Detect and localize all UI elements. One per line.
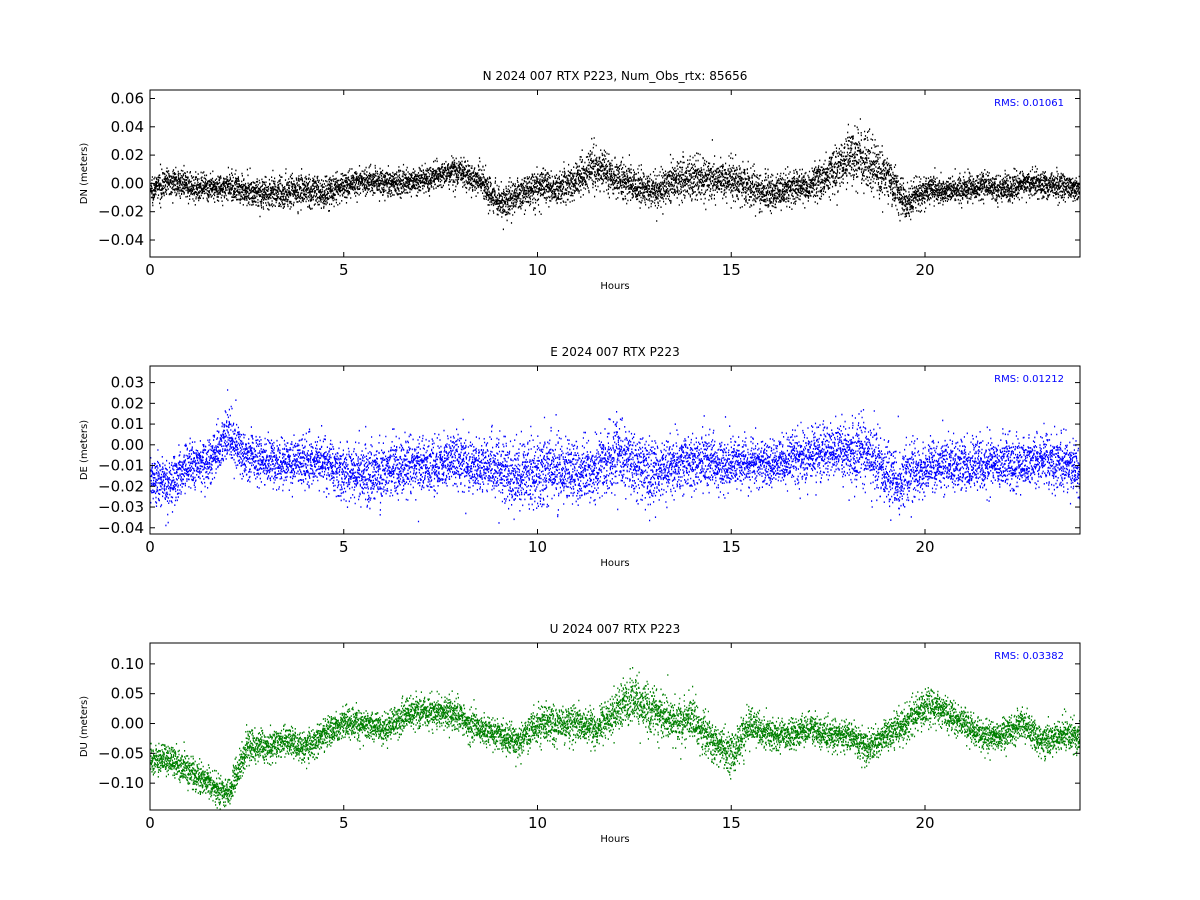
y-tick-label: −0.03	[98, 498, 144, 516]
rms-label: RMS: 0.01212	[994, 374, 1064, 385]
x-tick-label: 0	[145, 538, 155, 556]
series-2-0	[150, 667, 1080, 810]
x-tick-label: 0	[145, 261, 155, 279]
axes-frame	[149, 365, 1081, 535]
y-tick-label: 0.01	[111, 415, 144, 433]
y-tick-label: 0.00	[111, 715, 144, 733]
x-tick-label: 15	[722, 538, 741, 556]
x-tick-label: 0	[145, 814, 155, 832]
chart-title: N 2024 007 RTX P223, Num_Obs_rtx: 85656	[483, 69, 748, 83]
y-tick-label: 0.04	[111, 118, 144, 136]
y-tick-label: −0.01	[98, 457, 144, 475]
x-tick-label: 5	[339, 814, 349, 832]
x-tick-label: 20	[915, 538, 934, 556]
y-tick-label: −0.04	[98, 519, 144, 537]
chart-panel-1: 0 5 10 15 20 −0.04 −0.03 −0.02 −0.01 0.00 0.01 0.02…	[79, 345, 1081, 569]
y-tick-label: −0.10	[98, 774, 144, 792]
x-tick-label: 20	[915, 814, 934, 832]
y-tick-label: −0.04	[98, 231, 144, 249]
rms-label: RMS: 0.03382	[994, 651, 1064, 662]
y-tick-label: 0.10	[111, 655, 144, 673]
x-axis-label: Hours	[600, 834, 629, 845]
y-axis-label: DN (meters)	[79, 143, 90, 205]
chart-panel-0: 0 5 10 15 20 −0.04 −0.02 0.00 0.02 0.04 0.06 N 2024…	[79, 69, 1081, 292]
x-tick-label: 5	[339, 261, 349, 279]
series-points	[150, 667, 1080, 810]
chart-title: E 2024 007 RTX P223	[550, 345, 679, 359]
axes-frame	[149, 89, 1081, 258]
y-tick-label: 0.03	[111, 374, 144, 392]
y-axis-label: DU (meters)	[79, 696, 90, 757]
x-tick-label: 10	[528, 261, 547, 279]
x-tick-label: 10	[528, 538, 547, 556]
y-tick-label: 0.00	[111, 436, 144, 454]
y-tick-label: −0.05	[98, 744, 144, 762]
y-tick-label: 0.02	[111, 146, 144, 164]
y-tick-label: 0.06	[111, 89, 144, 107]
y-tick-label: −0.02	[98, 203, 144, 221]
y-axis-label: DE (meters)	[79, 420, 90, 480]
y-tick-label: 0.00	[111, 174, 144, 192]
x-axis-label: Hours	[600, 281, 629, 292]
rms-label: RMS: 0.01061	[994, 98, 1064, 109]
x-tick-label: 15	[722, 261, 741, 279]
series-0-0	[150, 118, 1080, 231]
chart-title: U 2024 007 RTX P223	[550, 622, 681, 636]
x-axis-label: Hours	[600, 558, 629, 569]
axes-frame	[149, 642, 1081, 811]
y-tick-label: −0.02	[98, 477, 144, 495]
chart-panel-2: 0 5 10 15 20 −0.10 −0.05 0.00 0.05 0.10 U 2024 007…	[79, 622, 1081, 845]
y-tick-label: 0.05	[111, 685, 144, 703]
series-points	[150, 118, 1080, 231]
x-tick-label: 5	[339, 538, 349, 556]
x-tick-label: 15	[722, 814, 741, 832]
series-1-0	[150, 389, 1080, 527]
x-tick-label: 10	[528, 814, 547, 832]
y-tick-label: 0.02	[111, 394, 144, 412]
series-points	[150, 389, 1080, 527]
x-tick-label: 20	[915, 261, 934, 279]
